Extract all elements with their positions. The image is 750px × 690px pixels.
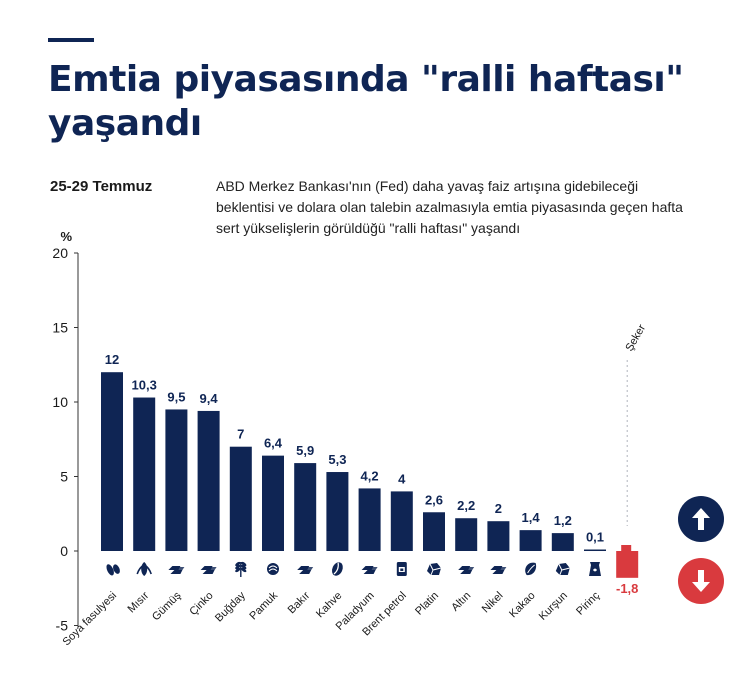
- value-label: -1,8: [616, 581, 638, 596]
- bar[interactable]: [519, 530, 542, 551]
- category-label: Kurşun: [537, 590, 570, 623]
- value-label: 9,5: [167, 389, 185, 404]
- category-label: Pamuk: [247, 589, 280, 622]
- corn-icon: [136, 562, 152, 576]
- category-label: Şeker: [623, 322, 648, 353]
- value-label: 0,1: [586, 530, 604, 545]
- wheat-icon: [235, 561, 247, 577]
- bar[interactable]: [262, 455, 284, 551]
- value-label: 2,2: [457, 498, 475, 513]
- top-rule: [48, 38, 94, 42]
- coffee-bean-icon: [331, 562, 343, 576]
- y-tick-label: 5: [60, 469, 68, 485]
- bar[interactable]: [358, 488, 381, 551]
- arrow-down-icon: [692, 570, 710, 592]
- value-label: 4: [398, 471, 406, 486]
- bar[interactable]: [616, 551, 639, 578]
- category-label: Kahve: [314, 590, 345, 621]
- category-label: Kakao: [507, 590, 538, 621]
- value-label: 1,2: [554, 513, 572, 528]
- metal-bar-icon: [200, 566, 217, 574]
- value-label: 2,6: [425, 492, 443, 507]
- value-label: 6,4: [264, 436, 283, 451]
- bar[interactable]: [101, 372, 123, 551]
- bar[interactable]: [584, 549, 606, 552]
- value-label: 9,4: [200, 391, 219, 406]
- category-label: Bakır: [286, 589, 313, 616]
- metal-bar-icon: [458, 566, 475, 574]
- category-label: Nikel: [480, 590, 506, 616]
- bar[interactable]: [197, 410, 220, 551]
- description: ABD Merkez Bankası'nın (Fed) daha yavaş …: [216, 178, 683, 236]
- page-title: Emtia piyasasında "ralli haftası" yaşand…: [48, 59, 684, 144]
- value-label: 4,2: [361, 468, 379, 483]
- y-tick-label: -5: [56, 618, 69, 634]
- value-label: 10,3: [132, 378, 157, 393]
- oil-barrel-icon: [396, 562, 407, 576]
- category-label: Buğday: [213, 589, 248, 624]
- category-label: Mısır: [126, 589, 152, 615]
- bar[interactable]: [326, 472, 349, 551]
- metal-bar-icon: [168, 566, 185, 574]
- y-tick-label: 0: [60, 543, 68, 559]
- y-axis-unit: %: [60, 229, 72, 244]
- value-label: 5,9: [296, 443, 314, 458]
- metal-bar-icon: [361, 566, 378, 574]
- y-tick-label: 10: [52, 394, 68, 410]
- bar[interactable]: [229, 446, 252, 551]
- category-label: Pirinç: [574, 589, 602, 617]
- rice-sack-icon: [589, 562, 601, 576]
- cotton-icon: [267, 563, 279, 575]
- category-label: Platin: [413, 590, 441, 618]
- value-label: 12: [105, 352, 119, 367]
- cocoa-icon: [525, 562, 537, 576]
- metal-bar-icon: [297, 566, 314, 574]
- y-tick-label: 15: [52, 320, 68, 336]
- soybean-icon: [106, 564, 120, 576]
- arrow-down-indicator: [678, 558, 724, 604]
- y-tick-label: 20: [52, 245, 68, 261]
- ore-icon: [555, 563, 570, 576]
- value-label: 7: [237, 427, 244, 442]
- value-label: 2: [495, 501, 502, 516]
- value-label: 1,4: [522, 510, 541, 525]
- bar[interactable]: [294, 463, 317, 551]
- bar[interactable]: [165, 409, 188, 551]
- date-range: 25-29 Temmuz: [50, 178, 153, 195]
- category-label: Çinko: [187, 590, 215, 618]
- arrow-up-indicator: [678, 496, 724, 542]
- arrow-up-icon: [692, 508, 710, 530]
- bar[interactable]: [133, 397, 156, 551]
- category-label: Gümüş: [150, 589, 184, 623]
- bar[interactable]: [551, 533, 574, 551]
- value-label: 5,3: [328, 452, 346, 467]
- category-label: Soya fasulyesi: [60, 590, 119, 649]
- ore-icon: [427, 563, 442, 576]
- bar[interactable]: [487, 521, 510, 551]
- bar[interactable]: [455, 518, 478, 551]
- metal-bar-icon: [490, 566, 507, 574]
- bar[interactable]: [423, 512, 445, 551]
- sugar-icon: [621, 545, 632, 553]
- bar[interactable]: [390, 491, 413, 551]
- category-label: Altın: [449, 590, 473, 614]
